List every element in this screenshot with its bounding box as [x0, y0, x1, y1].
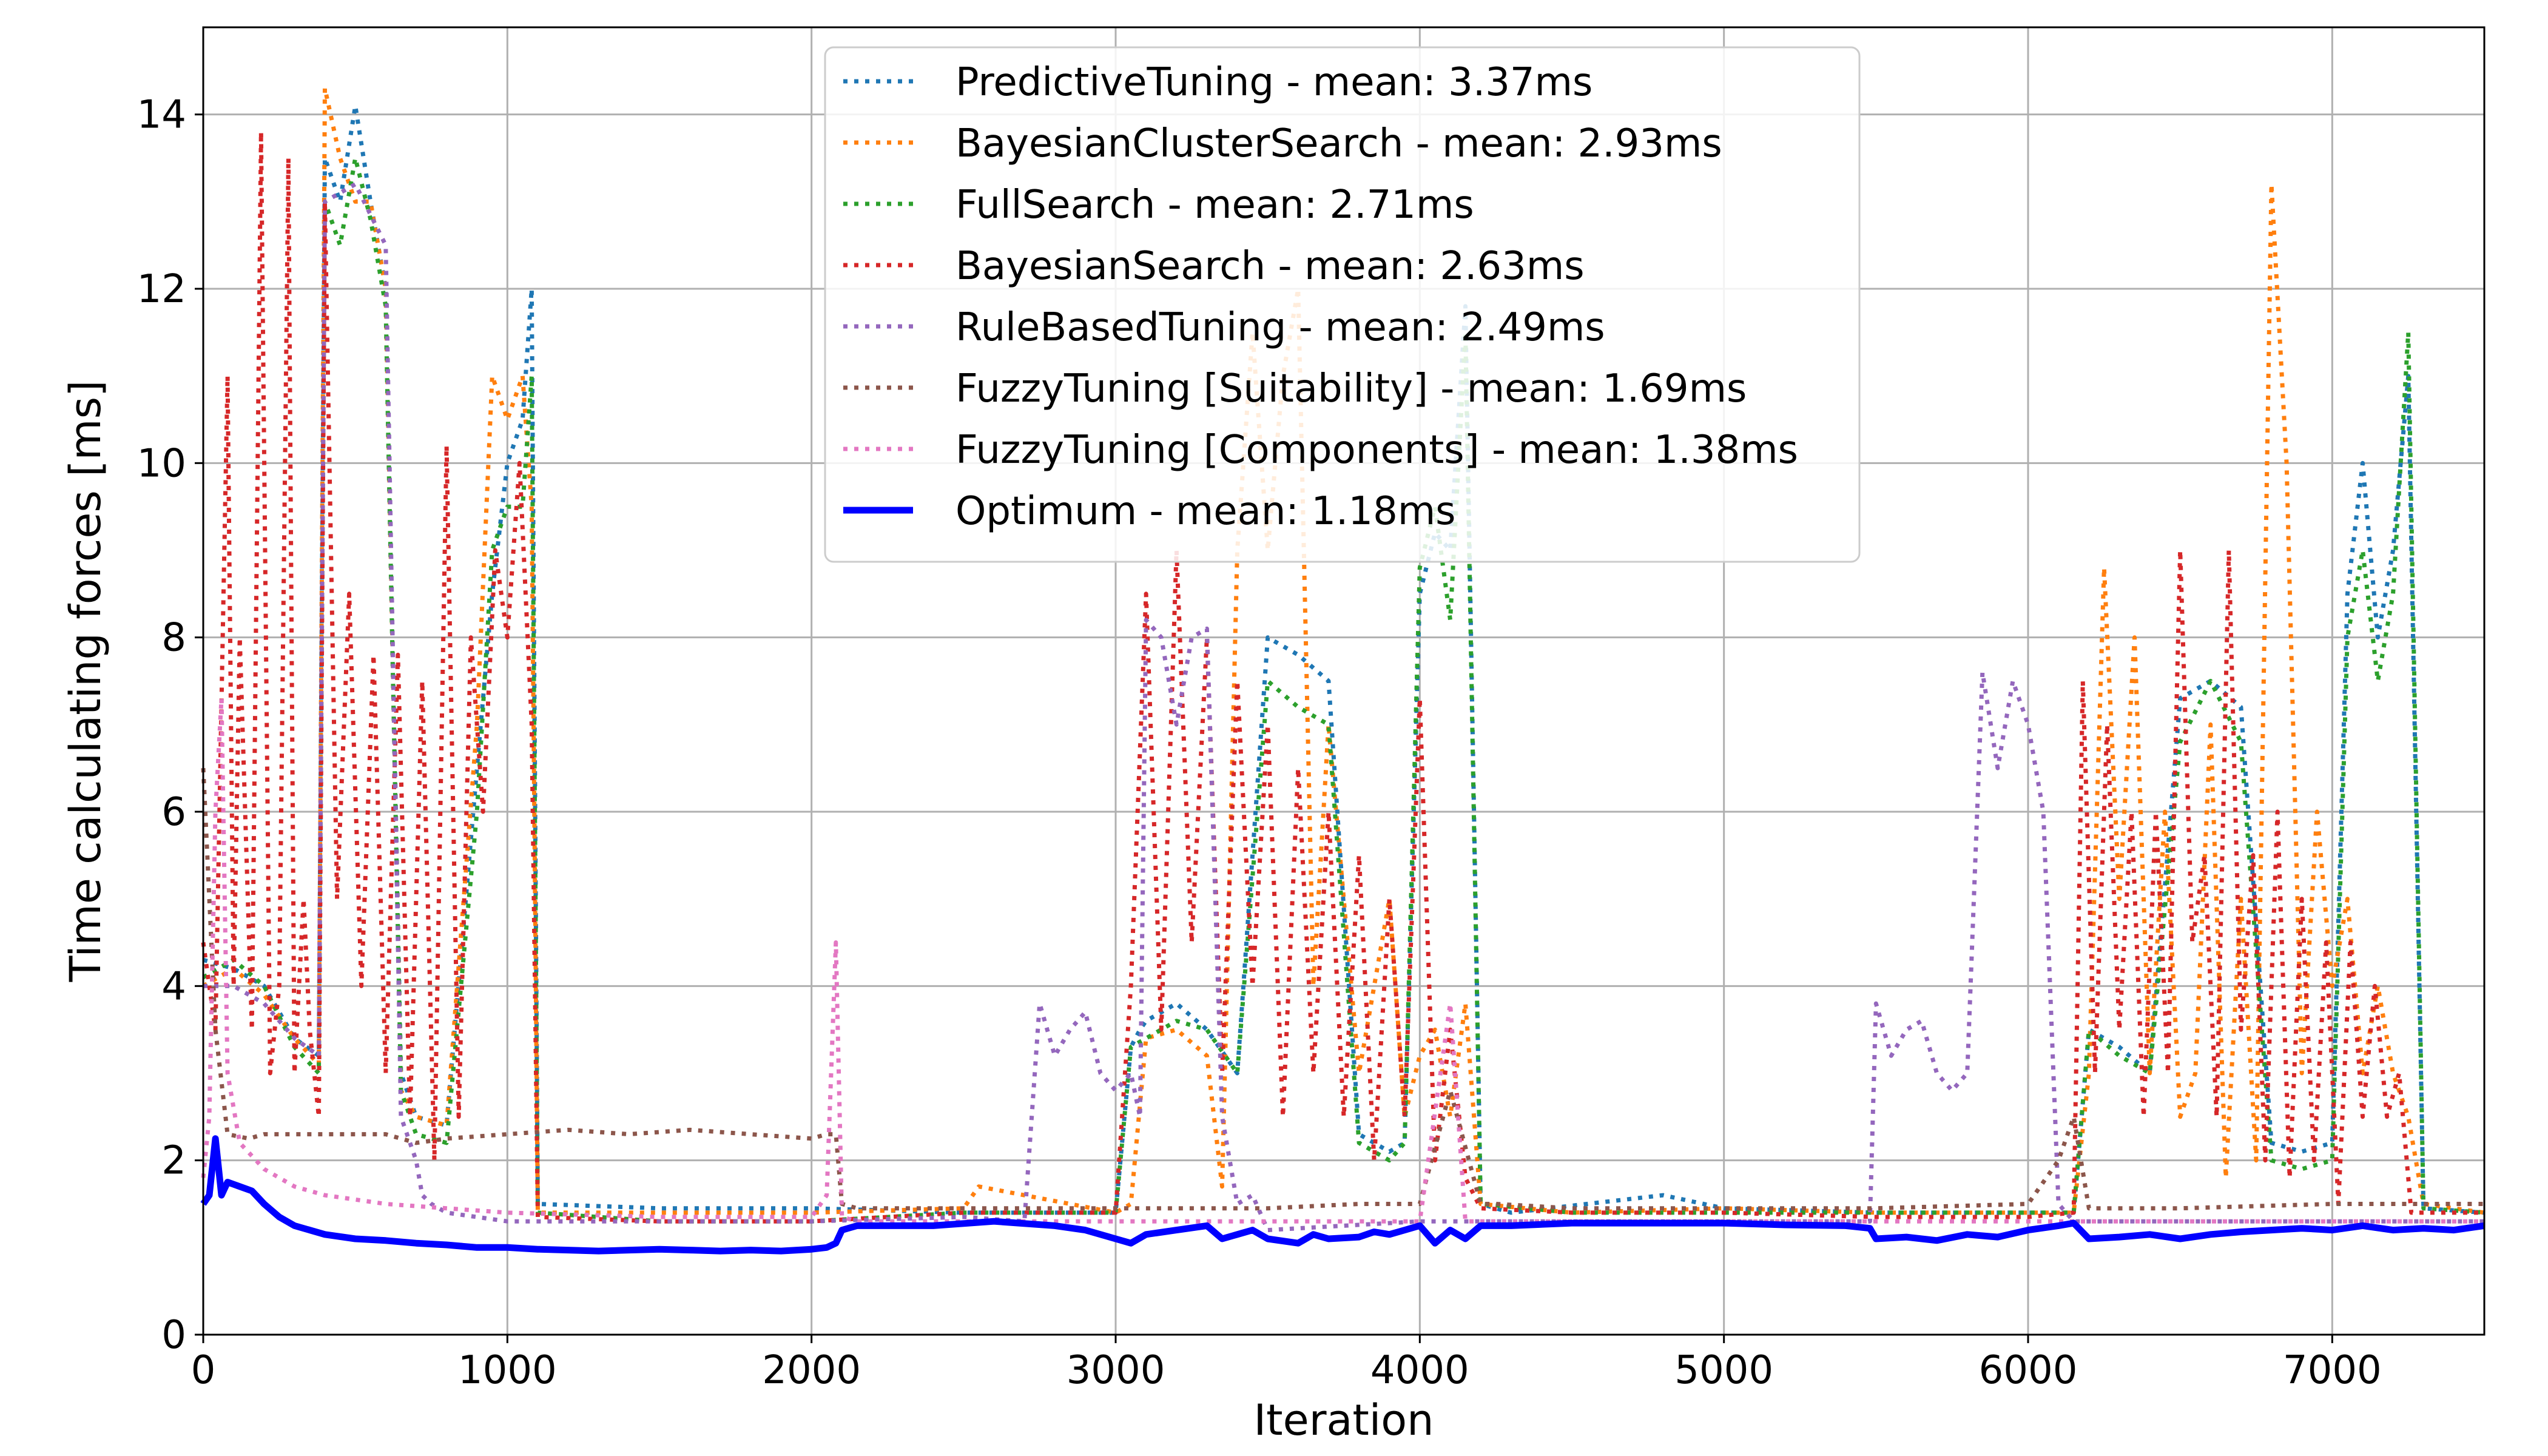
x-tick-label: 6000: [1979, 1348, 2078, 1393]
legend-label: PredictiveTuning - mean: 3.37ms: [956, 60, 1592, 105]
legend-label: BayesianSearch - mean: 2.63ms: [956, 244, 1585, 289]
legend: PredictiveTuning - mean: 3.37ms BayesianC…: [824, 46, 1861, 563]
legend-label: RuleBasedTuning - mean: 2.49ms: [956, 305, 1605, 350]
series-line-0: [203, 103, 2485, 1215]
y-tick-label: 4: [161, 964, 186, 1009]
y-tick-label: 2: [161, 1139, 186, 1184]
x-axis-ticks: 0 1000 2000 3000 4000 5000 6000 7000: [191, 1335, 2382, 1393]
x-tick-label: 0: [191, 1348, 216, 1393]
legend-box: [824, 46, 1861, 563]
x-axis-title: Iteration: [1254, 1395, 1434, 1445]
legend-label: FullSearch - mean: 2.71ms: [956, 183, 1474, 228]
series-line-1: [202, 86, 2485, 1215]
y-tick-label: 12: [137, 267, 186, 312]
y-tick-label: 8: [161, 616, 186, 661]
series-line-3: [201, 129, 2484, 1224]
y-tick-label: 6: [161, 790, 186, 835]
y-tick-label: 0: [161, 1313, 186, 1358]
y-axis-ticks: 0 2 4 6 8 10 12 14: [137, 93, 203, 1358]
y-tick-label: 14: [137, 93, 186, 138]
x-tick-label: 4000: [1370, 1348, 1469, 1393]
y-tick-label: 10: [137, 441, 186, 486]
series-line-4: [203, 182, 2484, 1233]
legend-label: BayesianClusterSearch - mean: 2.93ms: [956, 121, 1722, 166]
x-tick-label: 7000: [2283, 1348, 2382, 1393]
legend-label: FuzzyTuning [Components] - mean: 1.38ms: [956, 428, 1798, 473]
x-tick-label: 1000: [458, 1348, 557, 1393]
x-tick-label: 2000: [762, 1348, 861, 1393]
plot-frame: [202, 26, 2486, 1336]
legend-label: Optimum - mean: 1.18ms: [956, 489, 1456, 534]
series-line-7: [200, 1135, 2485, 1255]
x-tick-label: 3000: [1067, 1348, 1165, 1393]
series-layer: [200, 86, 2485, 1255]
y-axis-title: Time calculating forces [ms]: [61, 380, 110, 983]
legend-label: FuzzyTuning [Suitability] - mean: 1.69ms: [956, 366, 1747, 411]
x-tick-label: 5000: [1674, 1348, 1773, 1393]
